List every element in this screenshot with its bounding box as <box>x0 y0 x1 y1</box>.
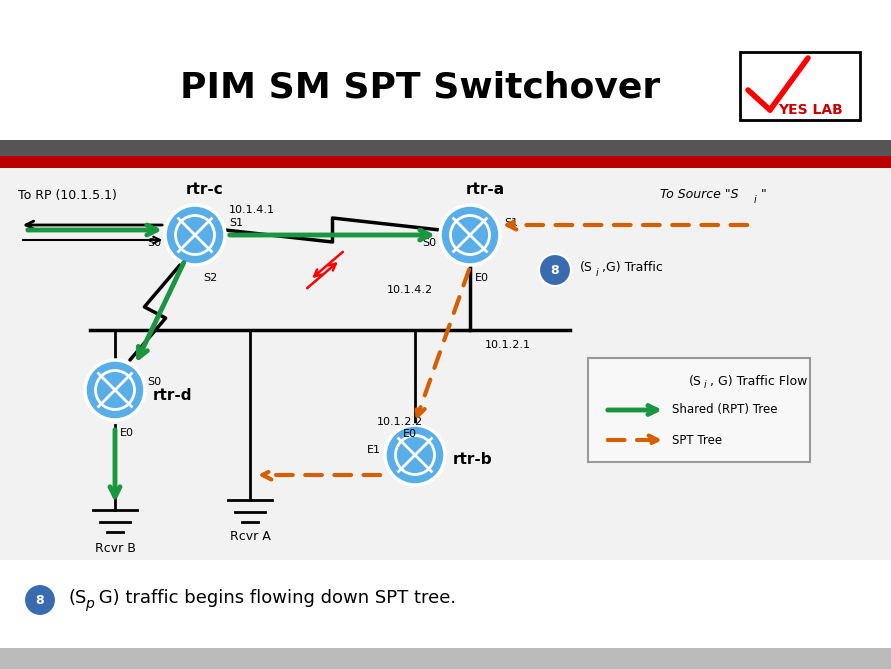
Bar <box>0 0 891 140</box>
Text: (S: (S <box>68 589 86 607</box>
Text: Rcvr B: Rcvr B <box>94 542 135 555</box>
FancyBboxPatch shape <box>740 52 860 120</box>
Text: 10.1.2.1: 10.1.2.1 <box>485 340 531 350</box>
Text: S0: S0 <box>421 238 436 248</box>
Text: S2: S2 <box>203 273 217 283</box>
Text: 8: 8 <box>551 264 560 278</box>
Text: To RP (10.1.5.1): To RP (10.1.5.1) <box>18 189 117 201</box>
Text: S1: S1 <box>504 218 519 228</box>
Text: p: p <box>85 597 94 611</box>
Text: i: i <box>704 380 707 390</box>
Text: ": " <box>761 189 767 201</box>
Text: S1: S1 <box>229 218 243 228</box>
Text: Shared (RPT) Tree: Shared (RPT) Tree <box>672 403 778 417</box>
Text: SPT Tree: SPT Tree <box>672 434 722 446</box>
Text: rtr-d: rtr-d <box>153 387 192 403</box>
Text: PIM SM SPT Switchover: PIM SM SPT Switchover <box>180 71 660 105</box>
Text: YES LAB: YES LAB <box>778 103 842 117</box>
Circle shape <box>385 425 445 485</box>
Text: 10.1.4.2: 10.1.4.2 <box>387 285 433 295</box>
Bar <box>0 140 891 156</box>
Text: i: i <box>754 195 756 205</box>
Text: (S: (S <box>580 262 593 274</box>
Text: S0: S0 <box>147 238 161 248</box>
Circle shape <box>165 205 225 265</box>
Text: Rcvr A: Rcvr A <box>230 530 270 543</box>
Text: 8: 8 <box>36 595 45 607</box>
Text: To Source "S: To Source "S <box>660 189 739 201</box>
Text: (S: (S <box>689 375 702 388</box>
Text: E1: E1 <box>367 445 381 455</box>
Text: E0: E0 <box>475 273 489 283</box>
Text: rtr-b: rtr-b <box>453 452 493 468</box>
Circle shape <box>539 254 571 286</box>
Text: E0: E0 <box>403 429 417 439</box>
Text: , G) Traffic Flow: , G) Traffic Flow <box>710 375 807 388</box>
FancyBboxPatch shape <box>588 358 810 462</box>
Text: rtr-c: rtr-c <box>186 182 224 197</box>
Text: 10.1.2.2: 10.1.2.2 <box>377 417 423 427</box>
Circle shape <box>85 360 145 420</box>
Circle shape <box>440 205 500 265</box>
Text: 10.1.4.1: 10.1.4.1 <box>229 205 275 215</box>
Text: ,G) Traffic: ,G) Traffic <box>602 262 663 274</box>
Text: E0: E0 <box>120 428 134 438</box>
Bar <box>0 648 891 669</box>
Text: S0: S0 <box>147 377 161 387</box>
Bar <box>0 560 891 650</box>
Text: rtr-a: rtr-a <box>465 182 504 197</box>
Circle shape <box>24 584 56 616</box>
Text: G) traffic begins flowing down SPT tree.: G) traffic begins flowing down SPT tree. <box>93 589 456 607</box>
Bar <box>0 156 891 168</box>
Text: i: i <box>596 268 599 278</box>
